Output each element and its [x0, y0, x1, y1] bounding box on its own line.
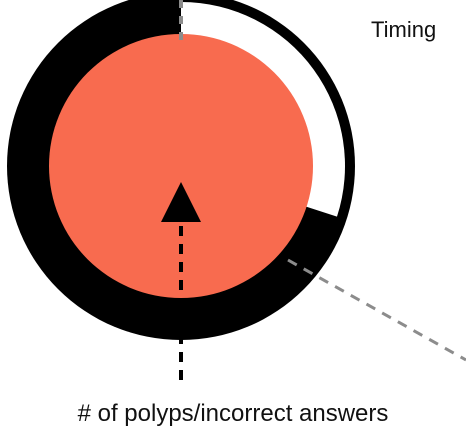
timing-label: Timing [371, 17, 436, 42]
diagonal-dashed-marker [287, 258, 466, 362]
center-core [49, 34, 313, 298]
polyps-label: # of polyps/incorrect answers [78, 400, 389, 427]
